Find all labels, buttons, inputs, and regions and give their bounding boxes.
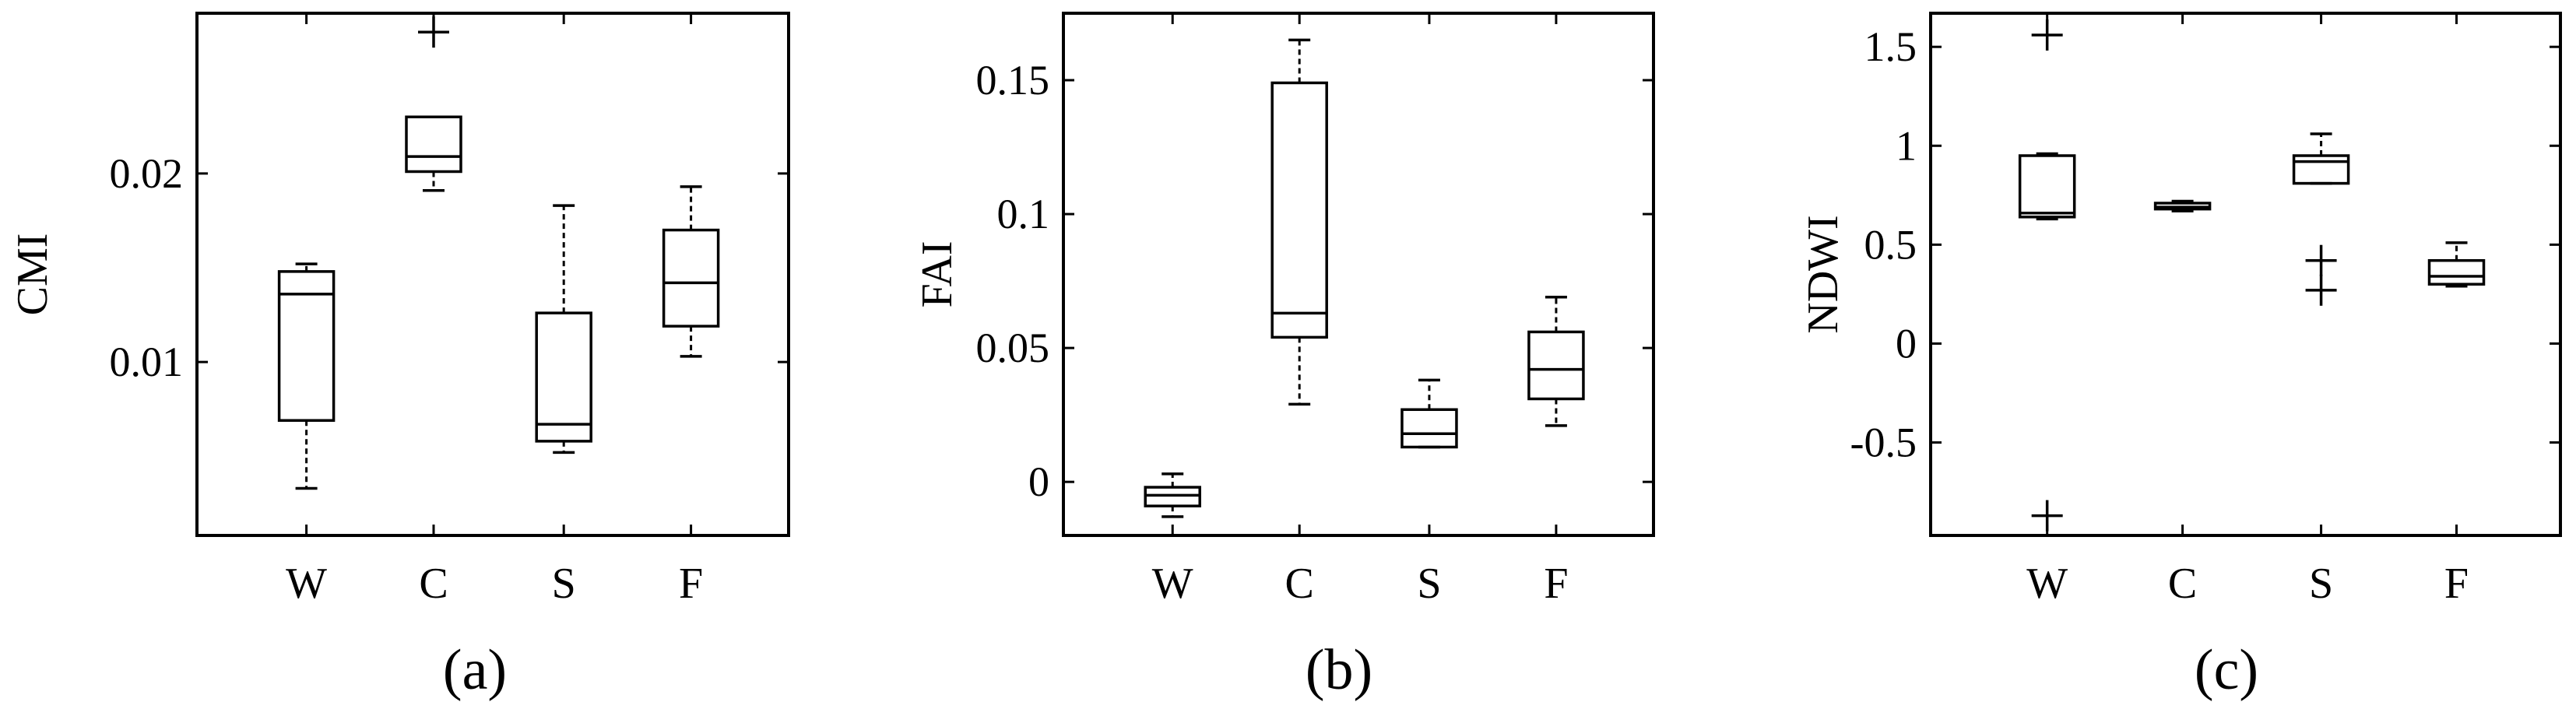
x-tick-label: C	[419, 560, 448, 608]
plot-frame	[1062, 12, 1655, 537]
x-tick-label: F	[679, 560, 703, 608]
box-C	[1270, 38, 1328, 406]
box-F	[2427, 241, 2486, 288]
x-tick-label: F	[1544, 560, 1568, 608]
x-tick-label: F	[2444, 560, 2469, 608]
x-tick-label: W	[286, 560, 327, 608]
y-tick-label: 1	[1896, 122, 1917, 169]
iqr-box	[535, 311, 592, 443]
panel-3: -0.5 0 0.5 1 1.5 NDWI W C S F (c)	[1799, 12, 2562, 702]
y-tick-label: 0.5	[1864, 221, 1917, 268]
y-tick-label: 0	[1028, 458, 1049, 505]
x-tick-label: S	[552, 560, 576, 608]
x-tick-label: C	[1285, 560, 1314, 608]
box-W	[277, 262, 336, 490]
y-tick-label: 0.1	[997, 191, 1050, 237]
y-tick-label: 0.15	[976, 57, 1050, 104]
panel-label: (c)	[2195, 638, 2258, 702]
box-F	[1527, 295, 1585, 427]
y-tick-label: 0.05	[976, 325, 1050, 371]
iqr-box	[662, 228, 720, 328]
box-F	[662, 185, 720, 358]
box-W	[2018, 19, 2076, 532]
box-C	[2153, 199, 2212, 212]
iqr-box	[1527, 330, 1585, 401]
box-W	[1144, 472, 1201, 518]
y-axis-label: FAI	[913, 240, 961, 307]
y-tick-label: 0.01	[110, 339, 184, 385]
box-S	[2292, 132, 2350, 306]
y-axis-label: NDWI	[1799, 215, 1847, 333]
panel-1: 0.01 0.02 CMI W C S F (a)	[9, 12, 790, 702]
iqr-box	[2427, 258, 2486, 286]
box-S	[535, 204, 592, 455]
iqr-box	[277, 270, 336, 422]
y-tick-label: 0.02	[110, 150, 184, 197]
y-axis-label: CMI	[9, 233, 57, 316]
iqr-box	[2292, 154, 2350, 185]
x-tick-label: S	[1417, 560, 1441, 608]
x-tick-label: C	[2168, 560, 2197, 608]
panel-label: (a)	[443, 638, 507, 702]
x-tick-label: W	[1152, 560, 1193, 608]
panel-2: 0 0.05 0.1 0.15 FAI W C S F (b)	[913, 12, 1655, 702]
iqr-box	[2018, 154, 2076, 219]
plot-frame	[1929, 12, 2562, 537]
x-tick-label: S	[2309, 560, 2333, 608]
iqr-box	[405, 115, 462, 174]
iqr-box	[1400, 408, 1458, 449]
y-tick-label: 1.5	[1864, 23, 1917, 70]
iqr-box	[1270, 81, 1328, 339]
panel-label: (b)	[1306, 638, 1372, 702]
x-tick-label: W	[2026, 560, 2068, 608]
y-tick-label: 0	[1896, 320, 1917, 367]
box-C	[405, 16, 462, 192]
box-S	[1400, 378, 1458, 449]
plot-frame	[195, 12, 790, 537]
y-tick-label: -0.5	[1850, 419, 1917, 466]
